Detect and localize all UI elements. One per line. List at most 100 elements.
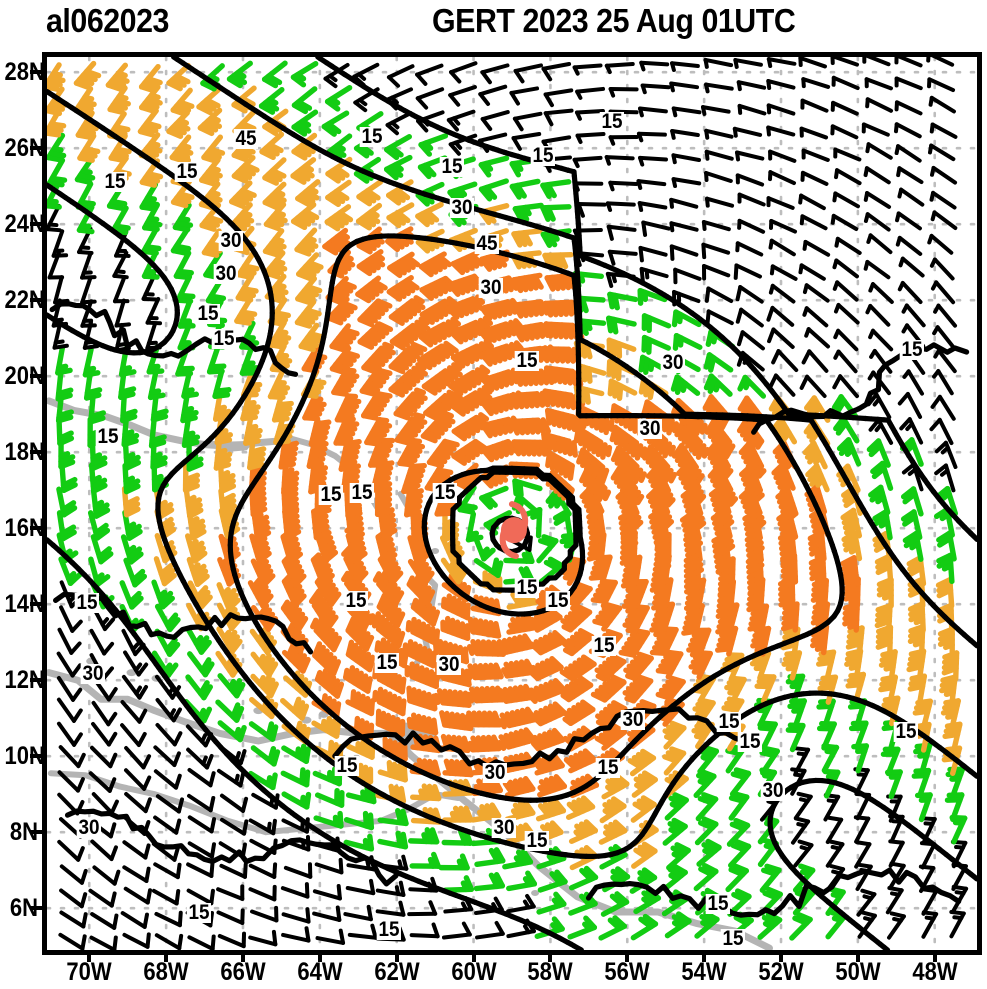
- storm-center-marker[interactable]: [499, 501, 529, 560]
- wind-barb: [855, 862, 873, 892]
- contour-label: 15: [440, 155, 465, 179]
- wind-barb: [290, 202, 320, 231]
- wind-barb: [216, 768, 246, 788]
- wind-barb: [793, 791, 813, 820]
- wind-barb: [780, 601, 800, 633]
- wind-barb: [900, 509, 923, 540]
- wind-barb: [124, 746, 152, 770]
- wind-barb: [693, 862, 719, 892]
- wind-barb: [312, 905, 342, 922]
- wind-barb: [151, 579, 175, 610]
- wind-barb: [502, 775, 536, 798]
- contour-label: 15: [186, 900, 212, 924]
- wind-barb: [345, 639, 376, 673]
- x-axis-tick: [855, 951, 860, 962]
- contour-label: 15: [899, 337, 924, 361]
- wind-barb: [869, 348, 893, 374]
- wind-barb: [830, 124, 859, 140]
- wind-barb: [383, 154, 413, 181]
- wind-barb: [294, 299, 322, 329]
- x-axis-tick: [87, 951, 92, 962]
- contour-label: 15: [96, 425, 121, 448]
- wind-barb: [450, 384, 493, 417]
- wind-barb: [154, 910, 183, 928]
- wind-barb: [107, 85, 131, 116]
- wind-barb: [598, 819, 628, 845]
- wind-barb: [638, 106, 668, 118]
- wind-barb: [263, 201, 288, 232]
- wind-barb: [825, 815, 844, 845]
- wind-barb: [737, 374, 767, 399]
- wind-barb: [51, 229, 69, 258]
- wind-barb: [543, 108, 574, 127]
- wind-barb: [766, 125, 796, 137]
- wind-barb: [345, 785, 377, 805]
- wind-barb: [183, 487, 204, 520]
- contour-label: 15: [705, 891, 730, 915]
- wind-barb: [540, 346, 581, 364]
- x-axis-tick: [240, 951, 245, 962]
- wind-barb: [308, 588, 339, 631]
- wind-barb: [59, 605, 83, 633]
- wind-barb: [262, 157, 287, 186]
- wind-barb: [47, 62, 66, 92]
- wind-barb: [933, 303, 958, 328]
- wind-barb: [662, 746, 687, 776]
- wind-barb: [607, 291, 639, 311]
- wind-barb: [120, 911, 149, 929]
- wind-barb: [80, 251, 97, 280]
- contour-label: 15: [599, 110, 625, 134]
- wind-barb: [281, 743, 311, 764]
- wind-barb: [186, 888, 215, 906]
- contour-label: 30: [761, 779, 786, 803]
- wind-barb: [406, 685, 438, 712]
- wind-barb: [88, 888, 117, 908]
- wind-barb: [576, 363, 607, 384]
- contour-label: 15: [75, 591, 100, 615]
- wind-barb: [263, 250, 288, 280]
- wind-barb: [338, 438, 362, 472]
- wind-barb: [145, 296, 163, 326]
- wind-barb: [506, 893, 536, 914]
- wind-barb: [831, 75, 860, 91]
- wind-barb: [728, 839, 752, 869]
- wind-barb: [536, 534, 559, 564]
- wind-barb: [726, 817, 751, 847]
- contour-label: 45: [233, 126, 258, 150]
- wind-barb: [562, 628, 595, 657]
- wind-barb: [511, 228, 543, 248]
- wind-barb: [216, 626, 243, 655]
- wind-barb: [833, 349, 858, 374]
- wind-barb: [733, 58, 763, 69]
- wind-barb: [185, 626, 212, 655]
- wind-barb: [480, 438, 519, 463]
- wind-barb: [496, 727, 537, 751]
- wind-barb: [356, 249, 386, 277]
- wind-barb: [295, 252, 324, 282]
- wind-barb: [375, 708, 406, 737]
- wind-barb: [540, 179, 572, 199]
- wind-barb: [834, 236, 862, 255]
- wind-barb: [833, 415, 860, 444]
- wind-barb: [377, 760, 408, 783]
- wind-barb: [598, 915, 628, 941]
- wind-barb: [139, 158, 164, 188]
- wind-barb: [856, 888, 877, 917]
- wind-barb: [841, 530, 863, 562]
- wind-barb: [936, 552, 955, 585]
- wind-barb: [401, 462, 427, 494]
- contour-label: 15: [319, 482, 344, 506]
- wind-barb: [226, 60, 253, 89]
- wind-barb: [737, 192, 766, 207]
- wind-barb: [863, 259, 891, 280]
- contour-label: 30: [478, 275, 504, 299]
- wind-barb: [704, 149, 734, 161]
- wind-barb: [604, 62, 635, 75]
- wind-barb: [541, 61, 572, 82]
- wind-barb: [433, 688, 472, 708]
- wind-barb: [345, 616, 375, 652]
- wind-barb: [345, 878, 376, 896]
- wind-barb: [799, 214, 828, 231]
- wind-barb: [415, 201, 444, 228]
- wind-barb: [409, 851, 441, 869]
